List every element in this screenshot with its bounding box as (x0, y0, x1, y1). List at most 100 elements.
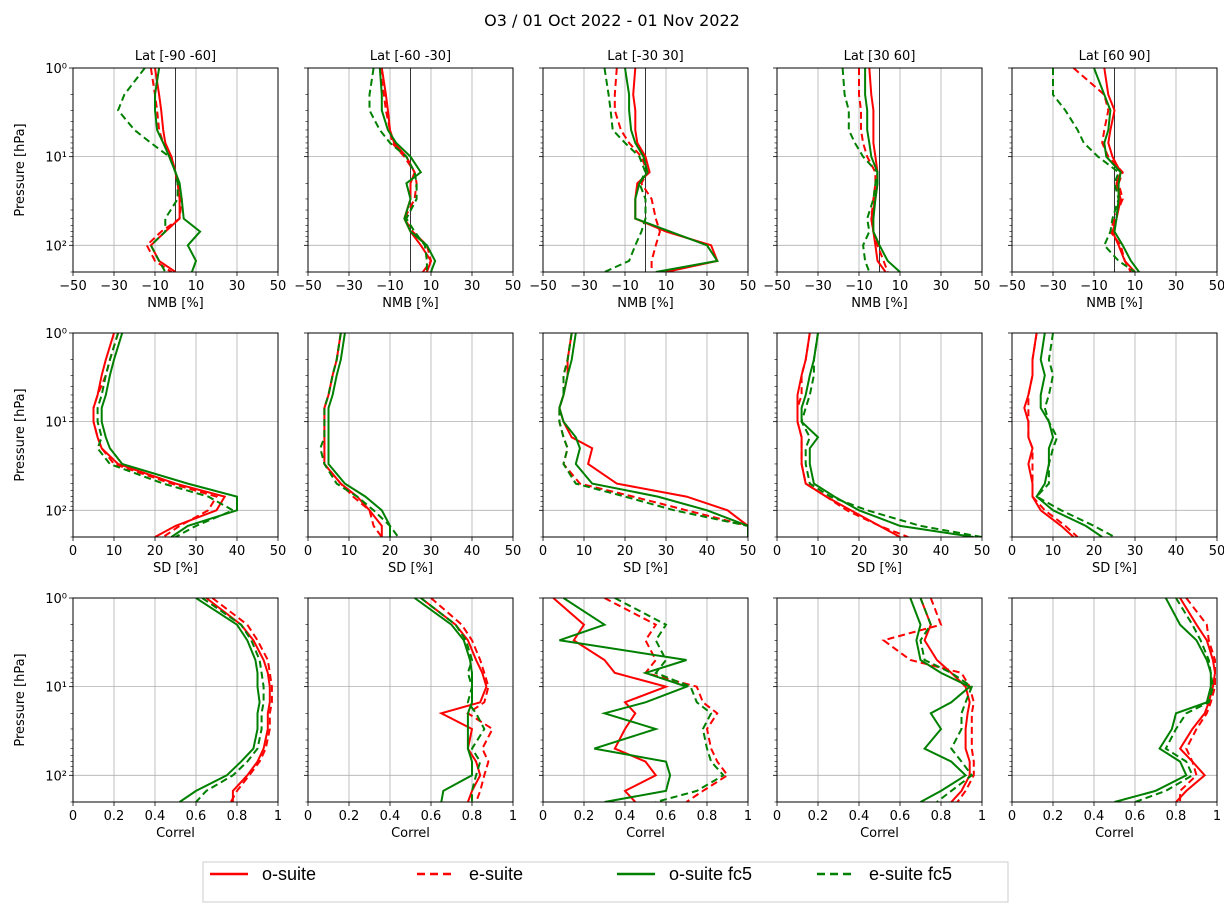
panel-correl-1: 10⁰ 10¹ 10² 0 0.2 0.4 0.6 0.8 1 Correl Pressure [h… (13, 592, 282, 841)
x-tick-label: 40 (1168, 544, 1185, 559)
x-tick-label: 30 (423, 544, 440, 559)
y-axis-label: Pressure [hPa] (13, 388, 28, 481)
x-tick-label: 20 (1086, 544, 1103, 559)
axes-frame (776, 67, 983, 273)
series-line-e-suite-fc5 (195, 598, 265, 802)
axes-frame (776, 332, 983, 538)
x-tick-label: 0.6 (890, 809, 911, 824)
y-axis-label: Pressure [hPa] (13, 123, 28, 216)
x-axis-label: SD [%] (857, 561, 902, 576)
series-line-o-suite-fc5 (179, 598, 261, 802)
x-tick-label: 50 (505, 544, 522, 559)
x-tick-label: 50 (1209, 544, 1224, 559)
series-line-o-suite-fc5 (800, 333, 974, 537)
series-line-o-suite-fc5 (414, 598, 473, 802)
axes-frame (307, 67, 514, 273)
axes-frame (542, 332, 749, 538)
column-title: Lat [30 60] (844, 49, 916, 64)
x-tick-label: 0.2 (339, 809, 360, 824)
x-tick-label: 40 (464, 544, 481, 559)
y-axis-label: Pressure [hPa] (13, 653, 28, 746)
x-tick-label: 20 (851, 544, 868, 559)
x-tick-label: 0 (69, 809, 77, 824)
x-tick-label: 30 (464, 279, 481, 294)
x-tick-label: −50 (763, 279, 790, 294)
x-tick-label: 0 (304, 544, 312, 559)
x-tick-label: 40 (699, 544, 716, 559)
series-line-o-suite-fc5 (378, 68, 437, 272)
series-line-o-suite-fc5 (154, 68, 202, 272)
x-tick-label: −50 (294, 279, 321, 294)
series-line-o-suite (205, 598, 271, 802)
x-tick-label: −10 (141, 279, 168, 294)
x-axis-label: SD [%] (623, 561, 668, 576)
y-tick-label: 10² (45, 504, 67, 519)
series-line-o-suite (558, 333, 748, 537)
x-tick-label: 0 (773, 544, 781, 559)
column-title: Lat [-60 -30] (370, 49, 451, 64)
x-tick-label: 50 (974, 279, 991, 294)
series-line-e-suite (145, 68, 183, 272)
legend-label: o-suite (262, 864, 316, 884)
series-line-e-suite-fc5 (558, 333, 748, 537)
series-line-e-suite-fc5 (614, 598, 725, 802)
axes-frame (1011, 67, 1218, 273)
x-tick-label: −50 (998, 279, 1025, 294)
x-tick-label: 20 (147, 544, 164, 559)
panel-correl-3: 0 0.2 0.4 0.6 0.8 1 Correl (539, 597, 752, 841)
series-line-o-suite (420, 598, 488, 802)
x-tick-label: 10 (106, 544, 123, 559)
series-line-e-suite (211, 598, 273, 802)
axes-frame (72, 332, 279, 538)
series-line-e-suite-fc5 (1034, 333, 1115, 537)
legend-label: e-suite (469, 864, 523, 884)
x-tick-label: −50 (59, 279, 86, 294)
x-tick-label: 50 (505, 279, 522, 294)
series-line-e-suite (378, 68, 433, 272)
x-tick-label: 10 (576, 544, 593, 559)
series-line-e-suite (604, 598, 729, 802)
series-line-o-suite-fc5 (1093, 68, 1140, 272)
series-line-e-suite-fc5 (800, 333, 982, 537)
x-tick-label: −10 (845, 279, 872, 294)
x-axis-label: Correl (156, 826, 195, 841)
x-tick-label: 0.8 (227, 809, 248, 824)
x-tick-label: 10 (1127, 279, 1144, 294)
series-line-e-suite-fc5 (841, 68, 879, 272)
x-tick-label: 30 (892, 544, 909, 559)
x-tick-label: 0.6 (656, 809, 677, 824)
x-tick-label: 0.2 (808, 809, 829, 824)
panel-sd-2: 0 10 20 30 40 50 SD [%] (304, 332, 522, 576)
panel-sd-1: 10⁰ 10¹ 10² 0 10 20 30 40 50 SD [%] Pressure [hPa] (13, 327, 286, 576)
x-axis-label: NMB [%] (147, 296, 204, 311)
x-tick-label: 0 (773, 809, 781, 824)
x-tick-label: 30 (699, 279, 716, 294)
series-line-e-suite-fc5 (116, 68, 179, 272)
series-line-e-suite-fc5 (1134, 598, 1214, 802)
series-line-e-suite-fc5 (319, 333, 400, 537)
x-tick-label: 0.8 (931, 809, 952, 824)
series-line-o-suite-fc5 (1114, 598, 1212, 802)
x-tick-label: −30 (570, 279, 597, 294)
y-tick-label: 10⁰ (45, 62, 67, 77)
series-line-o-suite (919, 598, 971, 802)
panel-sd-5: 0 10 20 30 40 50 SD [%] (1008, 332, 1224, 576)
axes-frame (1011, 597, 1218, 803)
x-axis-label: Correl (1095, 826, 1134, 841)
x-tick-label: 0.6 (186, 809, 207, 824)
x-axis-label: Correl (391, 826, 430, 841)
x-tick-label: 0.8 (697, 809, 718, 824)
x-tick-label: 30 (188, 544, 205, 559)
column-title: Lat [-90 -60] (135, 49, 216, 64)
axes-frame (542, 597, 749, 803)
x-tick-label: 10 (658, 279, 675, 294)
panel-correl-4: 0 0.2 0.4 0.6 0.8 1 Correl (773, 597, 986, 841)
axes-frame (307, 597, 514, 803)
series-line-e-suite (796, 333, 909, 537)
series-line-e-suite (613, 68, 661, 272)
x-tick-label: 1 (744, 809, 752, 824)
x-tick-label: 0.4 (849, 809, 870, 824)
x-tick-label: 10 (188, 279, 205, 294)
panel-nmb-2: −50 −30 −10 10 30 50 NMB [%] Lat [-60 -30] (294, 49, 521, 311)
